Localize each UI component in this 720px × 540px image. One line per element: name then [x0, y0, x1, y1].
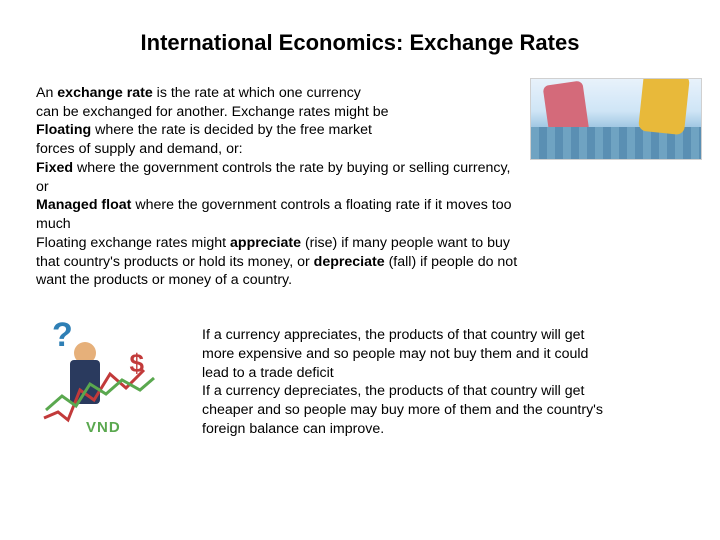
text: An [36, 85, 57, 101]
text: want the products or money of a country. [36, 272, 292, 288]
text: is the rate at which one currency [153, 85, 361, 101]
text: can be exchanged for another. Exchange r… [36, 104, 389, 120]
term-exchange-rate: exchange rate [57, 85, 152, 101]
thinking-person-illustration: ? $ VND [32, 314, 182, 444]
text: cheaper and so people may buy more of th… [202, 402, 603, 418]
text: that country's products or hold its mone… [36, 254, 314, 270]
text: (fall) if people do not [385, 254, 518, 270]
text: (rise) if many people want to buy [301, 235, 510, 251]
text: If a currency appreciates, the products … [202, 327, 584, 343]
text: more expensive and so people may not buy… [202, 346, 588, 362]
effects-paragraph: If a currency appreciates, the products … [202, 314, 603, 438]
term-depreciate: depreciate [314, 254, 385, 270]
slide-page: International Economics: Exchange Rates … [0, 0, 720, 464]
term-managed-float: Managed float [36, 197, 131, 213]
text: where the rate is decided by the free ma… [91, 122, 372, 138]
page-title: International Economics: Exchange Rates [36, 30, 684, 56]
term-floating: Floating [36, 122, 91, 138]
term-appreciate: appreciate [230, 235, 301, 251]
text: forces of supply and demand, or: [36, 141, 243, 157]
effects-section: ? $ VND If a currency appreciates, the p… [36, 314, 684, 444]
currency-sea-illustration [530, 78, 702, 160]
text: If a currency depreciates, the products … [202, 383, 584, 399]
text: where the government controls a floating… [131, 197, 511, 213]
wave-pattern [531, 127, 701, 159]
vnd-label: VND [86, 419, 121, 436]
question-mark-icon: ? [52, 316, 73, 355]
text: foreign balance can improve. [202, 421, 384, 437]
intro-paragraph: An exchange rate is the rate at which on… [36, 84, 684, 290]
term-fixed: Fixed [36, 160, 73, 176]
text: lead to a trade deficit [202, 365, 334, 381]
text: Floating exchange rates might [36, 235, 230, 251]
text: where the government controls the rate b… [36, 160, 510, 195]
text: much [36, 216, 71, 232]
